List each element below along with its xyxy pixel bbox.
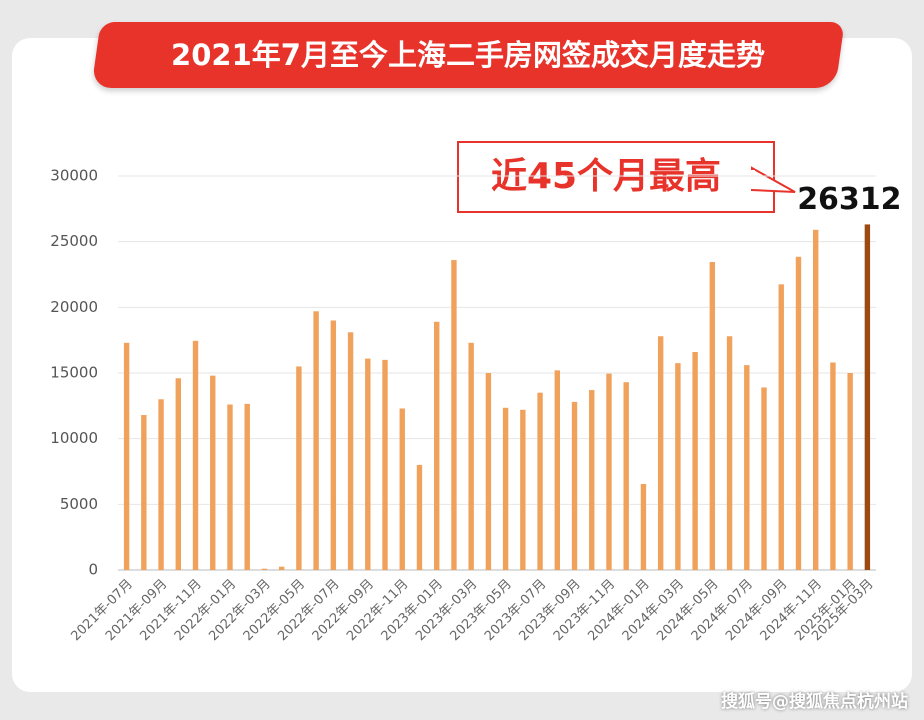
bar	[210, 375, 216, 570]
bar	[468, 342, 474, 570]
y-tick-label: 10000	[50, 429, 98, 447]
y-tick-label: 25000	[50, 232, 98, 250]
bar	[537, 392, 543, 570]
bar	[399, 408, 405, 570]
bar	[485, 373, 492, 570]
y-tick-label: 0	[88, 561, 98, 579]
bar	[451, 260, 457, 570]
bar	[244, 403, 250, 570]
bar	[502, 407, 509, 570]
bar	[744, 365, 750, 570]
bar	[623, 382, 629, 570]
annotation-box	[457, 141, 775, 213]
bar	[847, 373, 853, 570]
bar	[606, 373, 612, 570]
bar	[382, 359, 388, 570]
bar	[296, 366, 302, 570]
bar	[330, 320, 337, 570]
bar	[520, 409, 526, 570]
bar	[434, 321, 440, 570]
bar	[313, 311, 319, 570]
bar	[589, 390, 595, 570]
bar	[761, 387, 767, 570]
chart-title: 2021年7月至今上海二手房网签成交月度走势	[171, 38, 765, 72]
bar	[813, 229, 819, 570]
value-label: 26312	[797, 182, 901, 217]
bar	[123, 342, 130, 570]
bar	[158, 399, 164, 570]
bar	[365, 358, 371, 570]
bar	[347, 332, 354, 570]
bar	[640, 483, 647, 570]
bar	[692, 351, 698, 570]
y-tick-label: 5000	[60, 495, 98, 513]
bar	[192, 340, 199, 570]
bar	[261, 568, 268, 570]
bar	[141, 415, 147, 570]
bar	[227, 404, 233, 570]
bar	[278, 566, 285, 570]
bar	[675, 363, 681, 570]
y-tick-label: 15000	[50, 364, 98, 382]
bar	[416, 464, 423, 570]
bar	[175, 378, 181, 570]
bar	[571, 401, 578, 570]
bar	[554, 370, 560, 570]
bar	[795, 256, 802, 570]
bar	[657, 336, 664, 570]
bar	[709, 262, 716, 570]
bar	[864, 224, 871, 570]
bar	[778, 284, 784, 570]
y-tick-label: 30000	[50, 167, 98, 185]
bar	[726, 336, 733, 570]
y-tick-label: 20000	[50, 298, 98, 316]
annotation-pointer-mask	[750, 170, 755, 189]
watermark: 搜狐号@搜狐焦点杭州站	[721, 692, 908, 712]
bar	[830, 362, 836, 570]
